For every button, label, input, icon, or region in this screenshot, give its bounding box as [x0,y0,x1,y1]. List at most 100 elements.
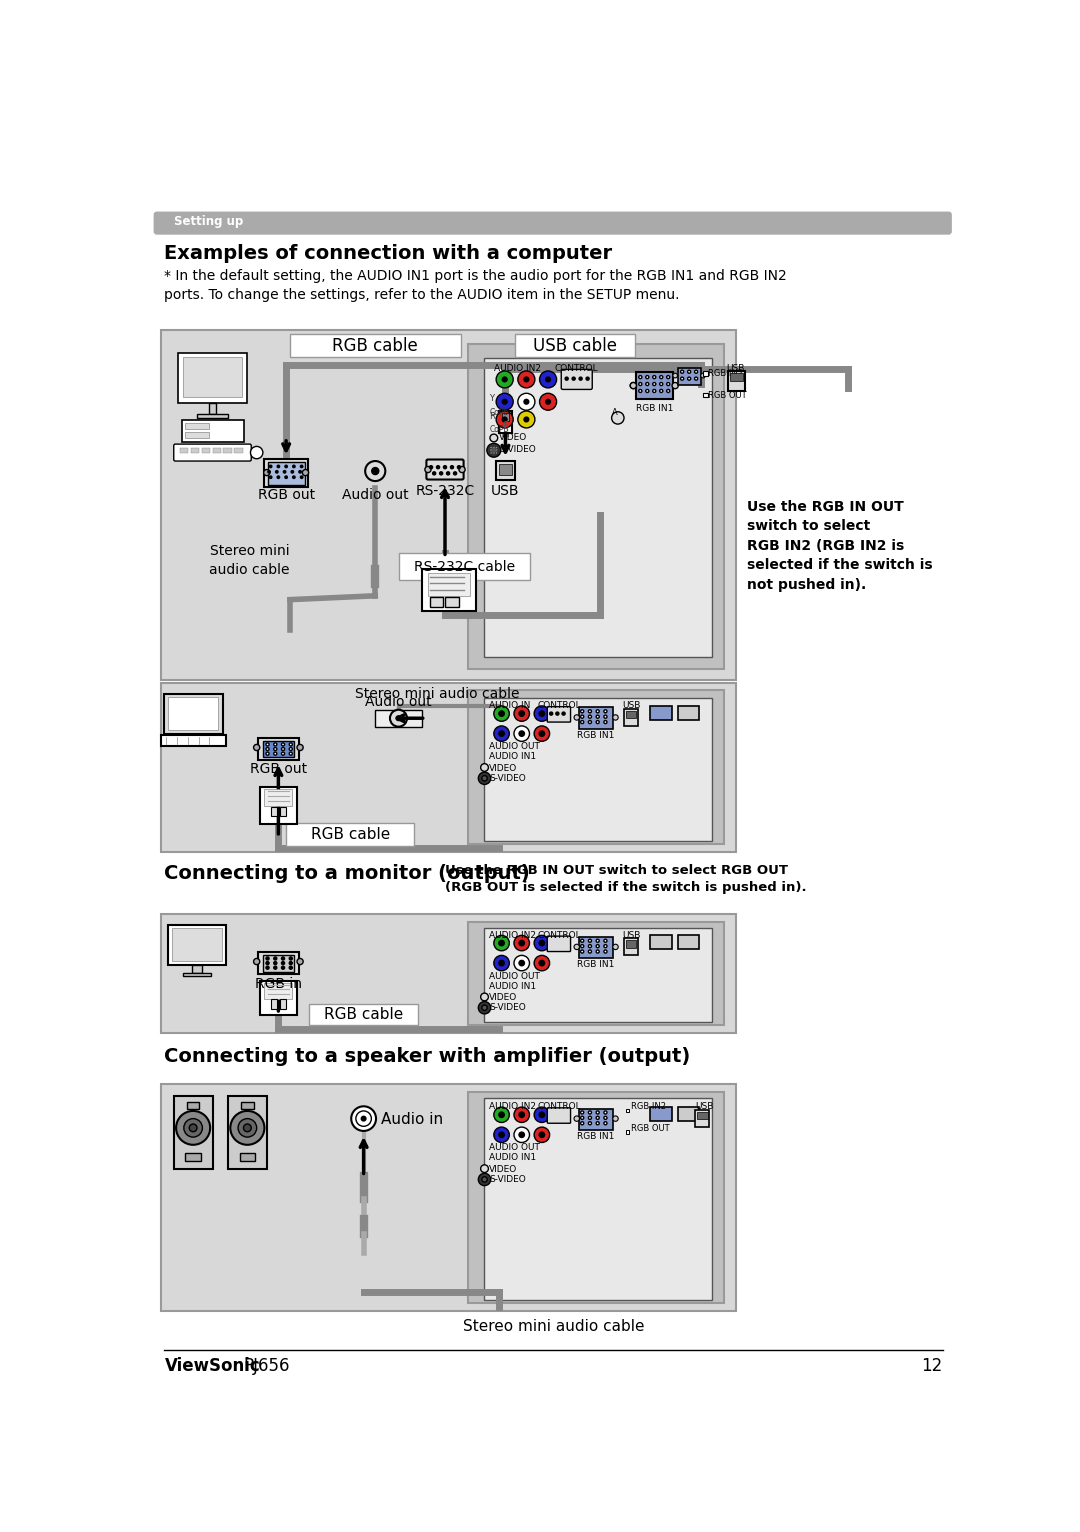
Bar [181,420,243,441]
Circle shape [372,467,379,475]
Circle shape [496,446,498,449]
Circle shape [589,1117,592,1120]
Text: S-VIDEO: S-VIDEO [499,444,536,453]
Circle shape [589,1111,592,1114]
Circle shape [596,950,599,953]
Text: USB: USB [696,1103,714,1111]
Text: AUDIO IN1: AUDIO IN1 [489,752,537,761]
Circle shape [652,375,656,378]
Circle shape [501,417,508,423]
Bar [650,936,672,950]
Circle shape [284,475,288,480]
Text: RGB out: RGB out [257,489,314,502]
Bar [696,1111,710,1128]
Bar [625,941,636,948]
Circle shape [297,745,303,751]
Circle shape [604,939,607,942]
Text: CONTROL: CONTROL [555,365,598,372]
Text: USB: USB [727,365,745,372]
Text: RGB cable: RGB cable [333,337,418,354]
Circle shape [514,956,529,971]
Circle shape [176,1111,211,1144]
Circle shape [514,1108,529,1123]
Circle shape [289,967,293,970]
Circle shape [688,377,691,380]
Circle shape [694,371,698,374]
Bar [484,1098,713,1301]
Circle shape [291,470,294,473]
Bar [187,1102,200,1109]
Circle shape [292,475,296,480]
Bar [625,711,636,719]
Bar [677,706,699,720]
Circle shape [362,1117,366,1121]
Circle shape [282,962,284,965]
Text: CONTROL: CONTROL [537,702,581,711]
Bar [375,709,422,726]
Text: A: A [611,408,618,417]
Circle shape [494,706,510,722]
Circle shape [267,470,271,473]
Bar [515,334,635,357]
Bar [183,973,211,976]
FancyBboxPatch shape [548,706,570,722]
Text: RGB IN1: RGB IN1 [635,404,673,414]
Bar [697,1112,707,1120]
Text: Stereo mini audio cable: Stereo mini audio cable [462,1319,645,1334]
Circle shape [454,472,457,475]
Circle shape [519,961,525,965]
Bar [501,414,510,421]
Circle shape [596,720,599,723]
Circle shape [430,466,433,469]
Bar [677,368,701,385]
Bar [168,697,218,729]
Circle shape [535,936,550,951]
Text: RGB in: RGB in [255,977,302,991]
Text: S-VIDEO: S-VIDEO [489,1003,526,1013]
Circle shape [539,1132,544,1137]
Circle shape [490,446,492,449]
Bar [624,709,638,726]
Bar [186,1154,201,1161]
Bar [636,372,673,400]
Circle shape [581,1121,583,1124]
Circle shape [581,709,583,712]
Circle shape [589,720,592,723]
Circle shape [612,1115,618,1121]
Circle shape [535,956,550,971]
Circle shape [589,945,592,948]
Bar [624,939,638,956]
Circle shape [604,715,607,719]
Circle shape [517,394,535,411]
Text: RGB cable: RGB cable [324,1007,403,1022]
Circle shape [499,941,504,945]
Circle shape [535,726,550,741]
Bar [445,596,459,607]
Bar [240,1154,255,1161]
Bar [161,1085,735,1311]
Bar [728,371,745,391]
Text: RGB cable: RGB cable [311,827,390,843]
Circle shape [273,962,276,965]
Circle shape [494,1108,510,1123]
Text: CONTROL: CONTROL [537,1103,581,1111]
Circle shape [589,709,592,712]
Circle shape [589,950,592,953]
Bar [499,464,512,475]
Text: AUDIO IN2: AUDIO IN2 [489,1103,536,1111]
Text: AUDIO IN1: AUDIO IN1 [489,982,537,991]
Circle shape [269,475,272,480]
Circle shape [572,377,576,380]
Text: AUDIO OUT: AUDIO OUT [489,1143,540,1152]
Circle shape [494,936,510,951]
Circle shape [499,1112,504,1117]
Text: AUDIO IN1: AUDIO IN1 [489,1154,537,1163]
Circle shape [266,743,269,746]
Text: Audio out: Audio out [365,696,432,709]
Circle shape [604,709,607,712]
Bar [180,447,189,452]
Circle shape [596,939,599,942]
Circle shape [688,371,691,374]
Text: RGB OUT: RGB OUT [631,1124,670,1134]
Circle shape [652,383,656,386]
